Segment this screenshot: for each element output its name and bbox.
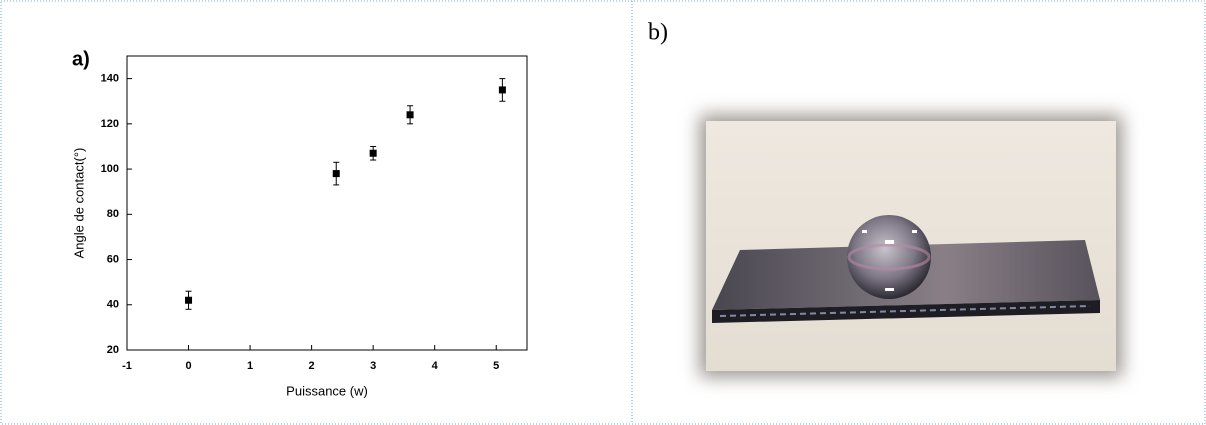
y-tick-label: 100 bbox=[101, 163, 119, 175]
x-tick-label: 2 bbox=[309, 360, 315, 372]
y-tick-label: 20 bbox=[107, 344, 119, 356]
x-tick-label: -1 bbox=[122, 360, 132, 372]
plot-frame bbox=[126, 55, 528, 351]
x-tick-label: 4 bbox=[432, 360, 439, 372]
y-tick-label: 40 bbox=[107, 299, 119, 311]
y-tick-label: 120 bbox=[101, 118, 119, 130]
y-axis-label: Angle de contact(°) bbox=[71, 148, 86, 259]
y-tick-label: 140 bbox=[101, 73, 119, 85]
x-tick-label: 5 bbox=[493, 360, 499, 372]
point bbox=[332, 170, 340, 178]
panel-a-label: a) bbox=[72, 48, 90, 70]
y-tick-label: 60 bbox=[107, 253, 119, 265]
point bbox=[185, 296, 193, 304]
panel-b-label: b) bbox=[648, 20, 668, 46]
point bbox=[406, 111, 414, 119]
photo bbox=[700, 115, 1122, 377]
point bbox=[369, 149, 377, 157]
point bbox=[498, 86, 506, 94]
x-tick-label: 3 bbox=[370, 360, 376, 372]
x-tick-label: 1 bbox=[247, 360, 253, 372]
x-tick-label: 0 bbox=[185, 360, 191, 372]
x-axis-label: Puissance (w) bbox=[286, 383, 368, 398]
y-tick-label: 80 bbox=[107, 208, 119, 220]
